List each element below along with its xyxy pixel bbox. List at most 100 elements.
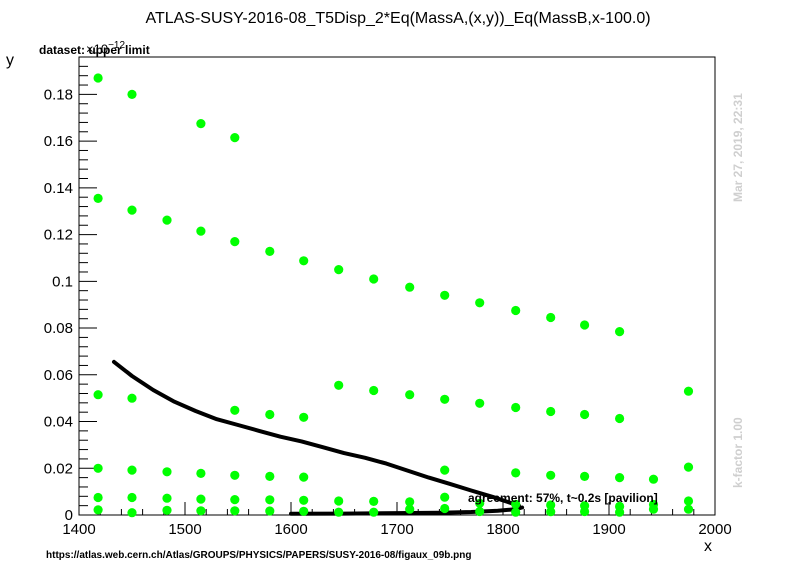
y-tick-label: 0	[65, 507, 73, 524]
data-point	[127, 492, 137, 503]
data-point	[334, 496, 344, 506]
data-point	[405, 390, 415, 400]
y-tick-label: 0.02	[44, 460, 73, 477]
data-point	[440, 503, 450, 514]
x-tick-label: 1600	[274, 521, 307, 538]
data-point	[299, 495, 309, 505]
data-point	[546, 470, 556, 480]
agreement-label: agreement: 57%, t~0.2s [pavilion]	[468, 491, 658, 505]
x-tick-label: 2000	[698, 521, 731, 538]
x-tick-label: 1900	[592, 521, 625, 538]
data-point	[546, 406, 556, 417]
k-factor-label: k-factor 1.00	[731, 417, 745, 488]
data-point	[369, 507, 379, 517]
data-point	[511, 499, 521, 509]
data-point	[580, 471, 590, 481]
data-point	[405, 282, 415, 292]
data-point	[127, 89, 137, 99]
data-point	[440, 290, 450, 300]
data-point	[440, 492, 450, 502]
y-tick-label: 0.12	[44, 227, 73, 244]
y-axis: 0 0.02 0.04 0.06 0.08 0.1 0.12 0.14 0.16 0.18	[44, 65, 97, 524]
y-tick-label: 0.1	[52, 273, 73, 290]
data-point	[299, 506, 309, 516]
date-stamp: Mar 27, 2019, 22:31	[731, 93, 745, 202]
data-point	[546, 507, 556, 517]
dataset-label: dataset: upper limit	[39, 43, 150, 57]
limit-curve	[112, 359, 521, 508]
data-point	[615, 413, 625, 424]
data-point	[93, 463, 103, 473]
data-point	[683, 386, 694, 396]
x-tick-label: 1700	[380, 521, 413, 538]
chart-title: ATLAS-SUSY-2016-08_T5Disp_2*Eq(MassA,(x,…	[145, 10, 651, 27]
x-tick-label: 1800	[486, 521, 519, 538]
data-point	[162, 493, 172, 503]
data-point	[230, 495, 240, 505]
exponent-base: ×10	[86, 41, 109, 57]
data-point	[299, 472, 309, 482]
source-url: https://atlas.web.cern.ch/Atlas/GROUPS/P…	[46, 550, 472, 561]
data-point	[511, 305, 521, 316]
data-point	[615, 507, 625, 517]
data-point	[369, 496, 379, 506]
data-point	[475, 498, 485, 508]
data-point	[265, 246, 275, 256]
plot-frame	[78, 56, 716, 516]
data-point	[580, 506, 590, 517]
data-points	[93, 73, 694, 518]
x-tick-label: 1500	[168, 521, 201, 538]
y-axis-exponent: ×10−12	[86, 40, 125, 56]
data-point	[580, 320, 590, 330]
y-tick-label: 0.08	[44, 320, 73, 337]
data-point	[546, 312, 556, 323]
data-point	[93, 505, 103, 515]
data-point	[230, 237, 240, 247]
data-point	[196, 226, 206, 236]
data-point	[265, 506, 275, 516]
data-point	[511, 507, 521, 517]
y-tick-label: 0.04	[44, 414, 73, 431]
y-tick-label: 0.16	[44, 133, 73, 150]
exponent-power: −12	[108, 40, 126, 51]
data-point	[405, 504, 415, 514]
data-point	[127, 508, 137, 518]
data-point	[162, 505, 172, 515]
y-tick-label: 0.18	[44, 86, 73, 103]
data-point	[162, 467, 172, 477]
data-point	[334, 507, 344, 517]
y-axis-label: y	[6, 52, 14, 69]
data-point	[230, 405, 240, 415]
data-point	[546, 500, 556, 510]
data-point	[93, 390, 103, 400]
data-point	[162, 215, 172, 225]
data-point	[405, 497, 415, 507]
data-point	[475, 506, 485, 517]
data-point	[196, 468, 206, 478]
data-point	[440, 394, 450, 404]
data-point	[334, 265, 344, 275]
data-point	[648, 474, 659, 484]
data-point	[265, 471, 275, 481]
data-point	[93, 193, 103, 203]
curves	[112, 359, 525, 516]
data-point	[615, 473, 625, 483]
data-point	[615, 327, 625, 337]
data-point	[299, 412, 309, 422]
data-point	[93, 492, 103, 503]
x-axis-label: x	[704, 538, 712, 555]
data-point	[196, 494, 206, 504]
data-point	[683, 504, 694, 514]
data-point	[265, 409, 275, 420]
data-point	[196, 506, 206, 516]
data-point	[230, 470, 240, 480]
data-point	[196, 119, 206, 129]
data-point	[93, 73, 103, 83]
x-tick-label: 1400	[62, 521, 95, 538]
x-axis: 1400 1500 1600 1700 1800 1900 2000	[62, 502, 732, 538]
data-point	[475, 398, 485, 408]
data-point	[648, 504, 659, 514]
data-point	[511, 468, 521, 478]
data-point	[127, 205, 137, 215]
